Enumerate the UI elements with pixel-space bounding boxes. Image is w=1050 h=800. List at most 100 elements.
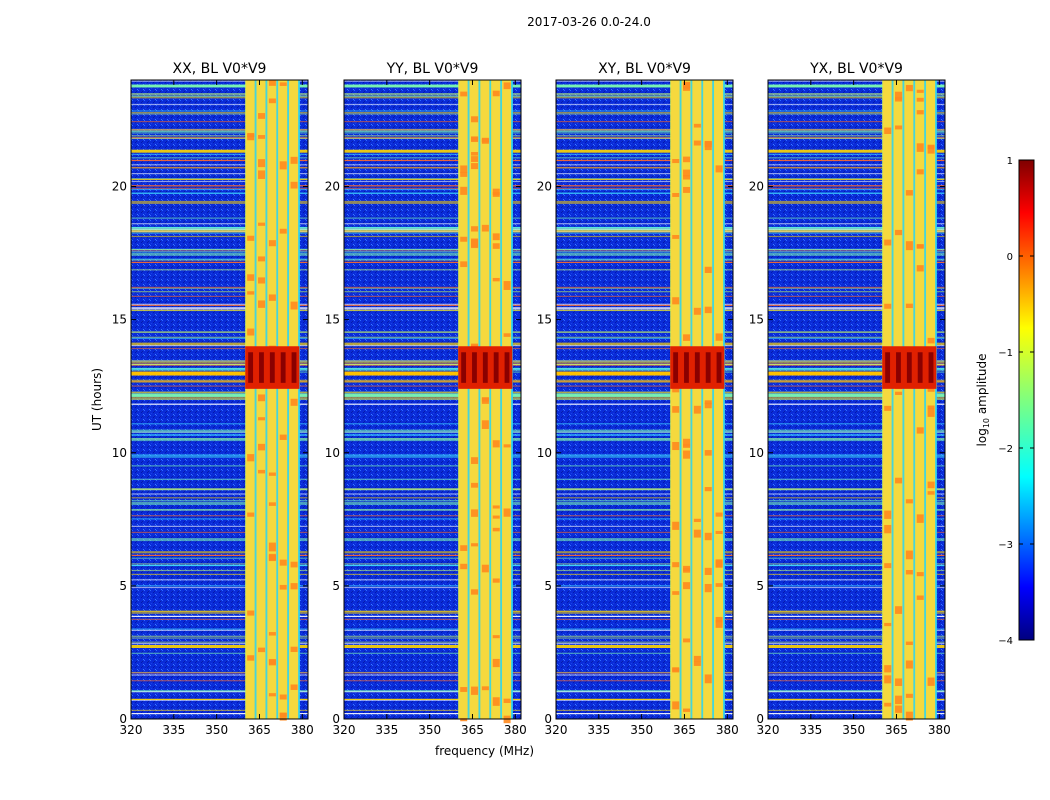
panel-title: YX, BL V0*V9 <box>809 61 903 77</box>
interference-line <box>131 393 308 397</box>
rfi-patch <box>905 711 913 721</box>
interference-line <box>344 331 521 333</box>
interference-line <box>768 509 945 511</box>
rfi-patch <box>471 509 479 517</box>
interference-line <box>344 579 521 581</box>
interference-line <box>556 385 733 387</box>
interference-line <box>344 364 521 366</box>
interference-line <box>344 456 521 458</box>
interference-line <box>131 379 308 383</box>
rfi-patch <box>268 80 276 86</box>
interference-line <box>131 478 308 480</box>
interference-line <box>556 159 733 162</box>
interference-line <box>556 455 733 457</box>
rfi-patch <box>895 678 903 686</box>
rfi-patch <box>704 487 712 492</box>
rfi-patch <box>683 186 691 193</box>
interference-line <box>768 515 945 517</box>
interference-line <box>344 137 521 139</box>
rfi-patch <box>683 438 691 447</box>
rfi-patch <box>905 693 913 698</box>
interference-line <box>556 149 733 153</box>
rfi-patch <box>895 695 903 705</box>
burst-line <box>344 371 459 376</box>
interference-line <box>131 438 308 442</box>
interference-line <box>556 112 733 114</box>
colorbar-tick-label: −1 <box>998 348 1013 359</box>
interference-line <box>556 652 733 654</box>
rfi-patch <box>905 303 913 308</box>
burst-core <box>928 352 934 383</box>
panel-frame <box>767 79 946 720</box>
interference-line <box>768 573 945 575</box>
rfi-patch <box>884 524 892 534</box>
interference-line <box>131 135 308 137</box>
interference-line <box>131 121 308 123</box>
interference-line <box>131 680 308 682</box>
rfi-patch <box>290 181 298 189</box>
interference-line <box>768 610 945 614</box>
interference-line <box>556 103 733 106</box>
interference-line <box>131 185 308 187</box>
interference-line <box>131 497 308 499</box>
interference-line <box>131 103 308 106</box>
interference-line <box>344 429 521 433</box>
interference-line <box>768 385 945 387</box>
rfi-patch <box>683 638 691 643</box>
rfi-patch <box>704 583 712 593</box>
interference-line <box>768 643 945 645</box>
interference-line <box>131 434 308 436</box>
interference-line <box>131 585 308 587</box>
interference-line <box>131 699 308 701</box>
rfi-patch <box>704 400 712 405</box>
interference-line <box>556 643 733 645</box>
interference-line <box>344 361 521 364</box>
rfi-patch <box>672 701 680 710</box>
interference-line <box>131 269 308 271</box>
interference-line <box>344 672 521 674</box>
colorbar-tick-label: 0 <box>1007 252 1013 263</box>
interference-line <box>131 628 308 630</box>
rfi-patch <box>672 668 680 673</box>
interference-line <box>344 629 521 631</box>
interference-line <box>131 423 308 425</box>
rfi-patch <box>471 239 479 249</box>
interference-line <box>556 232 733 234</box>
interference-line <box>768 674 945 676</box>
panel-3: XY, BL V0*V9 320 335 350 365 380 0 5 10 15 20 <box>537 61 739 737</box>
interference-line <box>768 360 945 362</box>
interference-line <box>131 153 308 155</box>
interference-line <box>556 552 733 554</box>
interference-line <box>344 291 521 293</box>
rfi-patch <box>279 694 287 700</box>
rfi-stripe <box>469 80 480 719</box>
interference-line <box>768 531 945 533</box>
rfi-patch <box>481 420 489 429</box>
rfi-patch <box>471 686 479 695</box>
interference-line <box>768 379 945 383</box>
interference-line <box>768 525 945 527</box>
rfi-patch <box>258 135 266 139</box>
interference-line <box>556 709 733 711</box>
rfi-patch <box>884 510 892 519</box>
interference-line <box>556 347 733 350</box>
interference-line <box>131 465 308 467</box>
x-tick-label: 365 <box>673 723 696 737</box>
interference-line <box>556 500 733 502</box>
interference-line <box>131 251 308 253</box>
interference-line <box>131 159 308 162</box>
x-axis-label: frequency (MHz) <box>435 744 534 758</box>
interference-line <box>768 629 945 631</box>
colorbar-tick-label: −4 <box>998 636 1013 647</box>
rfi-patch <box>916 143 924 152</box>
interference-line <box>768 698 945 700</box>
interference-line <box>344 345 521 347</box>
interference-line <box>131 364 308 366</box>
rfi-stripe-edge <box>489 80 492 719</box>
interference-line <box>556 509 733 511</box>
interference-line <box>131 331 308 333</box>
interference-line <box>556 167 733 169</box>
interference-line <box>131 112 308 114</box>
interference-line <box>768 121 945 123</box>
interference-line <box>768 252 945 256</box>
